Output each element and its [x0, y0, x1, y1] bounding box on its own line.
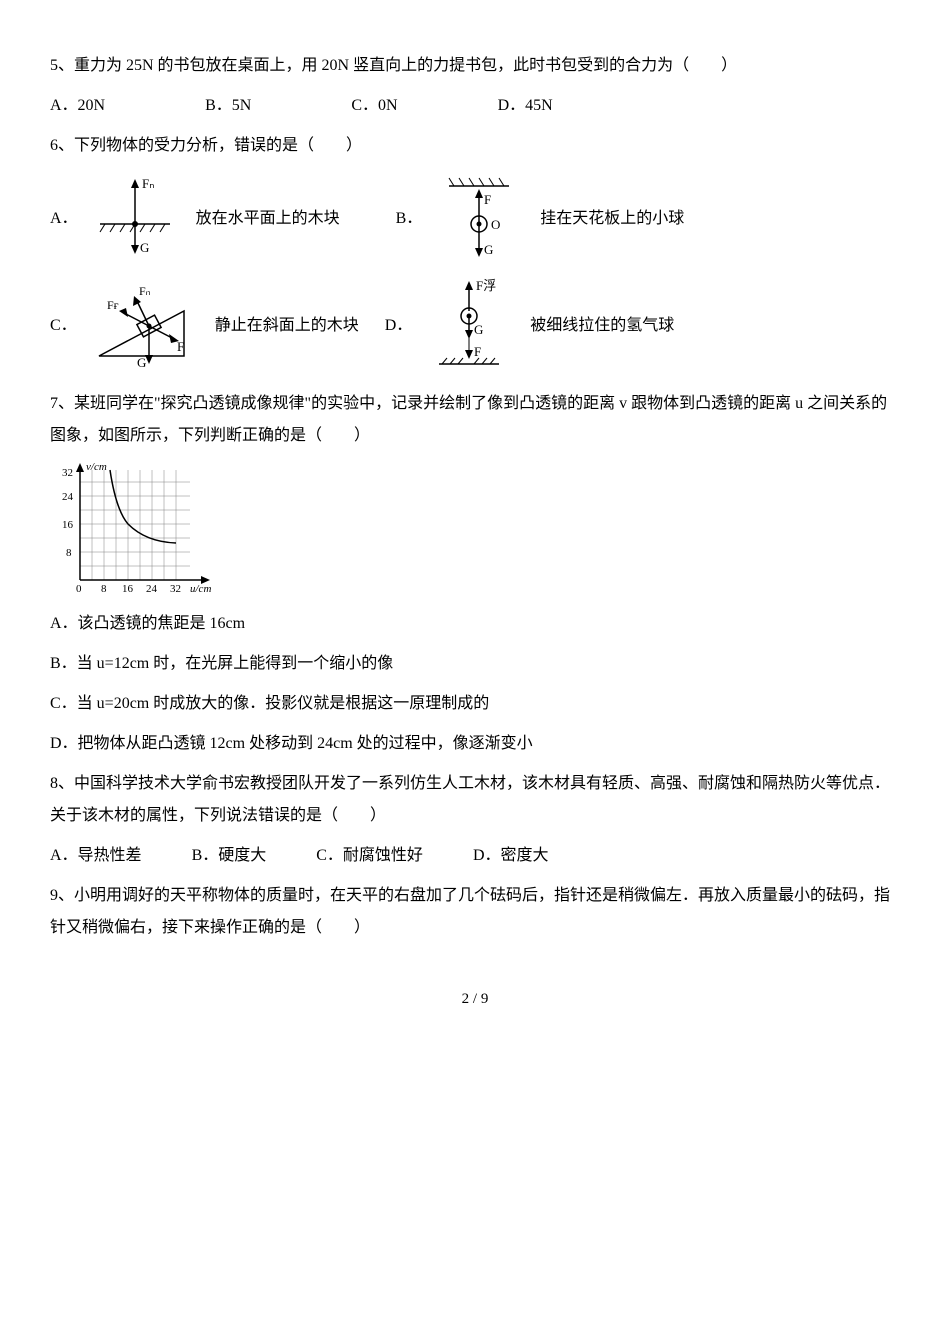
q5-options: A．20N B．5N C．0N D．45N: [50, 90, 900, 122]
question-7: 7、某班同学在"探究凸透镜成像规律"的实验中，记录并绘制了像到凸透镜的距离 v …: [50, 388, 900, 452]
q5-opt-c: C．0N: [351, 90, 397, 122]
q6-c-diagram: Fғ Fₙ G F: [89, 281, 199, 371]
q6-d-f-label: F: [474, 344, 481, 359]
q6-a-label: A．: [50, 203, 78, 235]
question-5: 5、重力为 25N 的书包放在桌面上，用 20N 竖直向上的力提书包，此时书包受…: [50, 50, 900, 82]
q7-opt-d: D．把物体从距凸透镜 12cm 处移动到 24cm 处的过程中，像逐渐变小: [50, 728, 900, 760]
svg-text:32: 32: [170, 583, 181, 595]
q6-d-g-label: G: [474, 322, 483, 337]
q7-ylabel: v/cm: [86, 461, 107, 473]
q8-opt-d: D．密度大: [473, 840, 549, 872]
svg-text:0: 0: [76, 583, 82, 595]
svg-text:24: 24: [62, 491, 74, 503]
q6-d-desc: 被细线拉住的氢气球: [530, 310, 674, 342]
q7-opt-a: A．该凸透镜的焦距是 16cm: [50, 608, 900, 640]
question-9: 9、小明用调好的天平称物体的质量时，在天平的右盘加了几个砝码后，指针还是稍微偏左…: [50, 880, 900, 944]
q6-text: 6、下列物体的受力分析，错误的是（ ）: [50, 137, 362, 154]
q7-text: 7、某班同学在"探究凸透镜成像规律"的实验中，记录并绘制了像到凸透镜的距离 v …: [50, 395, 887, 444]
q6-b-label: B．: [396, 203, 423, 235]
q6-a-fn-label: Fₙ: [142, 176, 154, 191]
q7-opt-b: B．当 u=12cm 时，在光屏上能得到一个缩小的像: [50, 648, 900, 680]
q6-b-diagram: F O G: [434, 174, 524, 264]
question-8: 8、中国科学技术大学俞书宏教授团队开发了一系列仿生人工木材，该木材具有轻质、高强…: [50, 768, 900, 832]
q6-c-ff-label: Fғ: [107, 298, 119, 312]
svg-text:8: 8: [101, 583, 107, 595]
q6-row-cd: C． Fғ Fₙ G F 静止在斜面上的木块 D． F浮: [50, 276, 900, 376]
q8-opt-a: A．导热性差: [50, 840, 142, 872]
q7-xlabel: u/cm: [190, 583, 211, 595]
q7-chart: 0 8 16 24 32 8 16 24 32 v/cm u/cm: [50, 460, 900, 600]
q5-opt-a: A．20N: [50, 90, 105, 122]
q6-c-desc: 静止在斜面上的木块: [215, 310, 359, 342]
q6-d-diagram: F浮 G F: [424, 276, 514, 376]
q6-d-fb-label: F浮: [476, 278, 496, 293]
q6-a-diagram: Fₙ G: [90, 174, 180, 264]
svg-text:32: 32: [62, 467, 73, 479]
svg-text:24: 24: [146, 583, 158, 595]
q5-opt-b: B．5N: [205, 90, 251, 122]
q6-c-label: C．: [50, 310, 77, 342]
q9-text: 9、小明用调好的天平称物体的质量时，在天平的右盘加了几个砝码后，指针还是稍微偏左…: [50, 887, 890, 936]
q8-opt-c: C．耐腐蚀性好: [316, 840, 423, 872]
q6-b-o-label: O: [491, 217, 500, 232]
q6-d-label: D．: [385, 310, 413, 342]
q7-opt-c: C．当 u=20cm 时成放大的像．投影仪就是根据这一原理制成的: [50, 688, 900, 720]
svg-text:8: 8: [66, 547, 72, 559]
q8-text: 8、中国科学技术大学俞书宏教授团队开发了一系列仿生人工木材，该木材具有轻质、高强…: [50, 775, 890, 824]
q6-c-f-label: F: [177, 339, 184, 354]
q8-options: A．导热性差 B．硬度大 C．耐腐蚀性好 D．密度大: [50, 840, 900, 872]
q6-a-g-label: G: [140, 240, 149, 255]
q6-c-g-label: G: [137, 355, 146, 370]
svg-text:16: 16: [122, 583, 134, 595]
question-6: 6、下列物体的受力分析，错误的是（ ）: [50, 130, 900, 162]
q5-text: 5、重力为 25N 的书包放在桌面上，用 20N 竖直向上的力提书包，此时书包受…: [50, 57, 737, 74]
svg-text:16: 16: [62, 519, 74, 531]
q6-a-desc: 放在水平面上的木块: [196, 203, 340, 235]
q6-b-f-label: F: [484, 192, 491, 207]
q6-b-g-label: G: [484, 242, 493, 257]
q6-row-ab: A． Fₙ G 放在水平面上的木块 B． F O G: [50, 174, 900, 264]
q6-c-fn-label: Fₙ: [139, 284, 151, 298]
q8-opt-b: B．硬度大: [192, 840, 267, 872]
page-number: 2 / 9: [50, 984, 900, 1014]
q6-b-desc: 挂在天花板上的小球: [540, 203, 684, 235]
q5-opt-d: D．45N: [498, 90, 553, 122]
